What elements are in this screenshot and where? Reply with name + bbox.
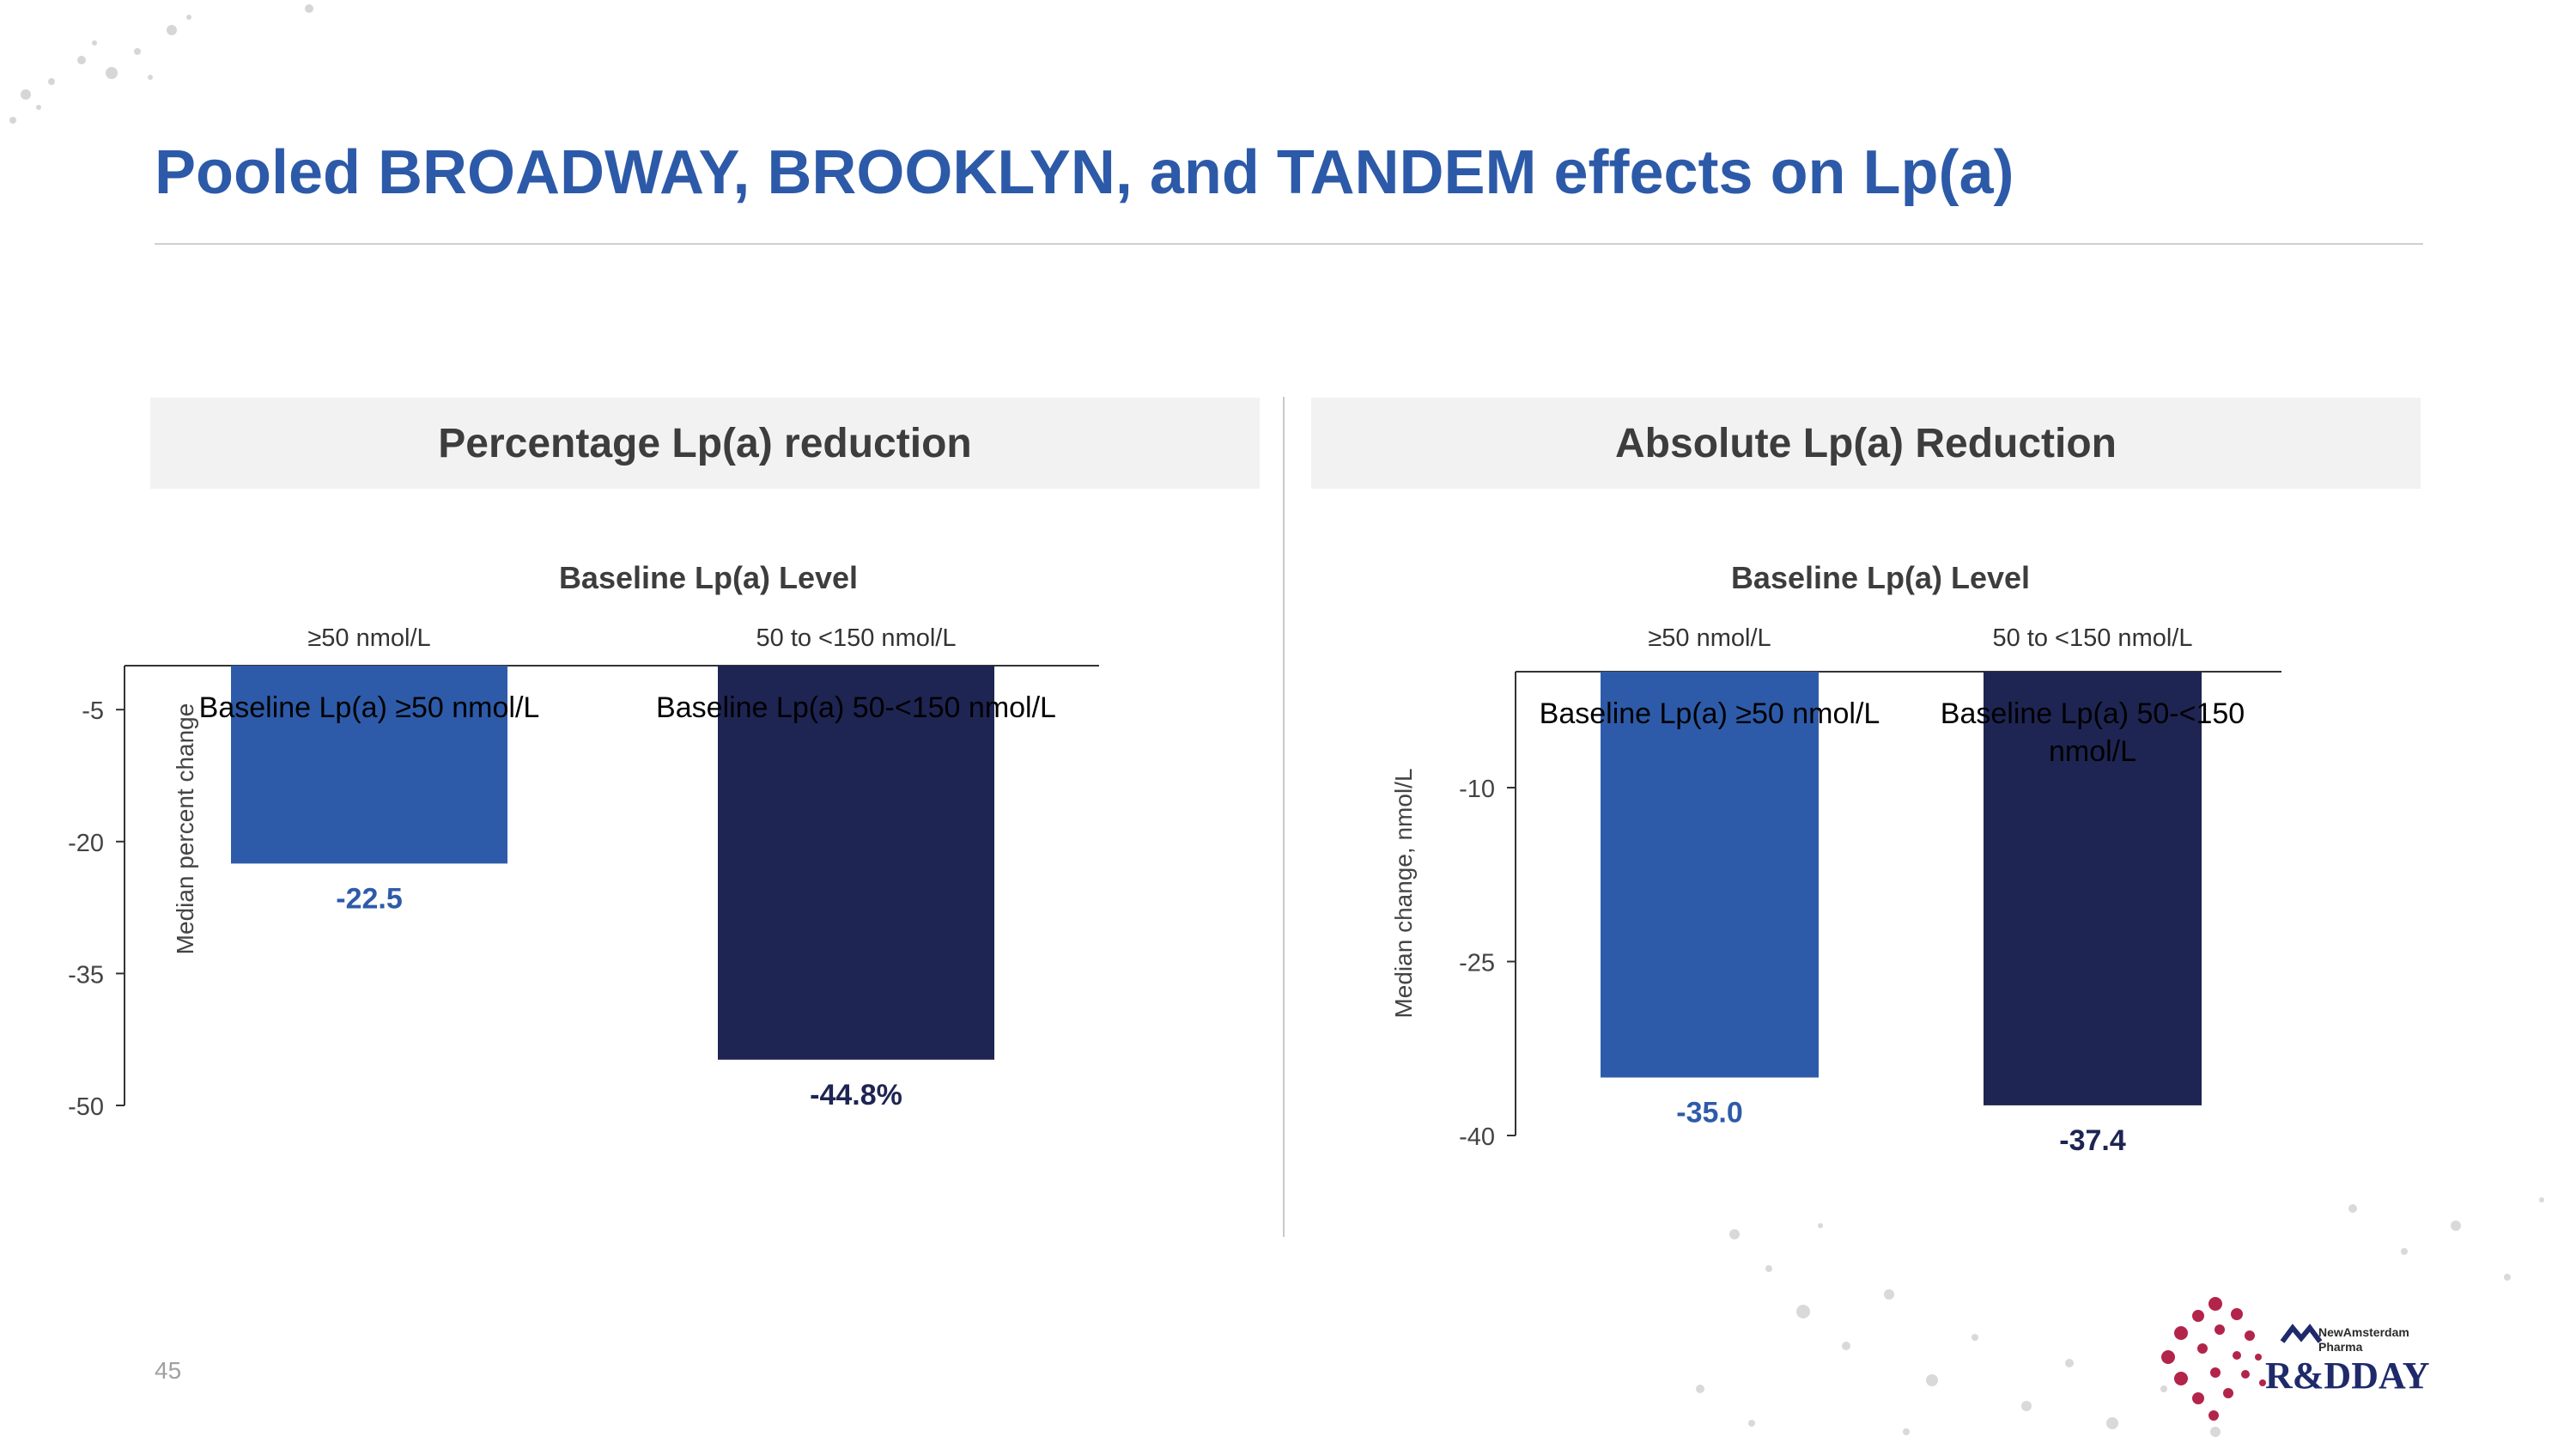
y-axis-label-abs: Median change, nmol/L — [1390, 768, 1417, 1018]
category-label-abs-1: 50 to <150 nmol/L — [1993, 624, 2193, 652]
bar-inner-label-pct-1: Baseline Lp(a) 50-<150 nmol/L — [656, 691, 1056, 724]
bar-inner-label-abs-1-line1: Baseline Lp(a) 50-<150 — [1941, 697, 2245, 730]
bar-pct-1 — [718, 666, 994, 1060]
company-logo — [2161, 1297, 2323, 1421]
page-number: 45 — [155, 1357, 182, 1384]
panel-header-percentage: Percentage Lp(a) reduction — [150, 398, 1260, 489]
y-tick-label-abs-0: -10 — [1459, 776, 1495, 803]
bar-inner-label-abs-1-line2: nmol/L — [2049, 735, 2136, 768]
bar-value-label-abs-1: -37.4 — [2059, 1124, 2126, 1157]
y-tick-label-abs-1: -25 — [1459, 950, 1495, 977]
chart-title-abs: Baseline Lp(a) Level — [1731, 560, 2030, 595]
y-tick-label-pct-1: -20 — [68, 830, 104, 857]
chart-title-pct: Baseline Lp(a) Level — [559, 560, 858, 595]
bar-abs-0 — [1601, 672, 1819, 1078]
logo-brand-line1: NewAmsterdam — [2318, 1325, 2409, 1339]
y-tick-label-abs-2: -40 — [1459, 1123, 1495, 1151]
logo-event-name: R&DDAY — [2265, 1355, 2430, 1397]
title-divider — [155, 243, 2423, 245]
y-axis-label-pct: Median percent change — [172, 703, 198, 955]
bar-value-label-pct-0: -22.5 — [336, 882, 403, 915]
bar-value-label-abs-0: -35.0 — [1676, 1097, 1743, 1129]
logo-brand-line2: Pharma — [2318, 1340, 2363, 1354]
bar-inner-label-pct-0: Baseline Lp(a) ≥50 nmol/L — [199, 691, 540, 724]
bar-inner-label-abs-0: Baseline Lp(a) ≥50 nmol/L — [1540, 697, 1880, 730]
category-label-pct-0: ≥50 nmol/L — [307, 624, 430, 652]
bar-value-label-pct-1: -44.8% — [810, 1079, 902, 1111]
category-label-abs-0: ≥50 nmol/L — [1648, 624, 1771, 652]
y-tick-label-pct-2: -35 — [68, 961, 104, 989]
y-tick-label-pct-3: -50 — [68, 1093, 104, 1121]
bar-abs-1 — [1984, 672, 2202, 1105]
slide-title: Pooled BROADWAY, BROOKLYN, and TANDEM ef… — [155, 138, 2014, 207]
category-label-pct-1: 50 to <150 nmol/L — [756, 624, 957, 652]
bar-pct-0 — [231, 666, 507, 864]
panel-divider — [1283, 397, 1285, 1237]
panel-header-absolute: Absolute Lp(a) Reduction — [1311, 398, 2421, 489]
y-tick-label-pct-0: -5 — [82, 697, 104, 725]
